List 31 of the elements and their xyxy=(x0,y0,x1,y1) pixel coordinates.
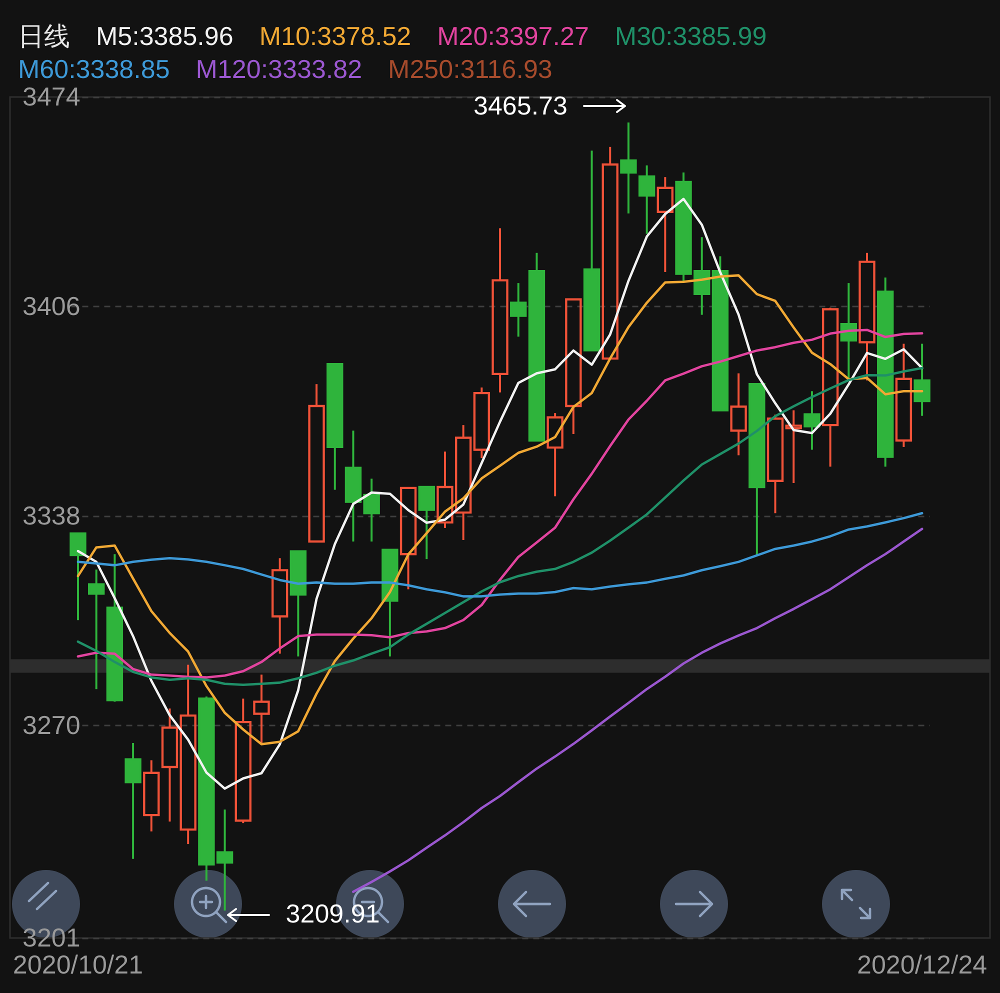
legend-label: M250:3116.93 xyxy=(388,53,552,86)
candlestick xyxy=(785,409,802,484)
chart-title: 日线 xyxy=(18,20,70,53)
x-tick-label: 2020/12/24 xyxy=(856,950,988,980)
candlestick xyxy=(88,568,105,690)
text: M5:3385.96 xyxy=(96,20,234,53)
y-tick-label: 3270 xyxy=(22,710,80,740)
candlestick xyxy=(492,227,508,394)
candlestick xyxy=(124,742,142,860)
candlestick xyxy=(510,282,527,338)
candlestick xyxy=(271,557,288,655)
candlestick xyxy=(253,674,270,745)
candlestick xyxy=(877,276,894,468)
text: M10:3378.52 xyxy=(259,20,412,53)
candlestick xyxy=(730,372,747,456)
candlestick xyxy=(804,390,820,451)
text: M30:3385.99 xyxy=(614,20,767,53)
annotation: 3209.91 xyxy=(286,898,380,929)
y-tick-label: 3338 xyxy=(22,500,80,530)
candlestick xyxy=(143,759,160,832)
x-tick-label: 2020/10/21 xyxy=(12,950,144,980)
candlestick xyxy=(620,121,637,214)
candlestick xyxy=(638,164,656,235)
text: M20:3397.27 xyxy=(437,20,589,53)
candlestick xyxy=(656,176,674,273)
text: M120:3333.82 xyxy=(196,53,362,86)
y-tick-label: 3201 xyxy=(22,922,80,952)
y-tick-label: 3406 xyxy=(22,290,80,321)
annotation: 3465.73 xyxy=(473,90,568,120)
line-series xyxy=(352,528,924,893)
candlestick xyxy=(914,342,930,417)
